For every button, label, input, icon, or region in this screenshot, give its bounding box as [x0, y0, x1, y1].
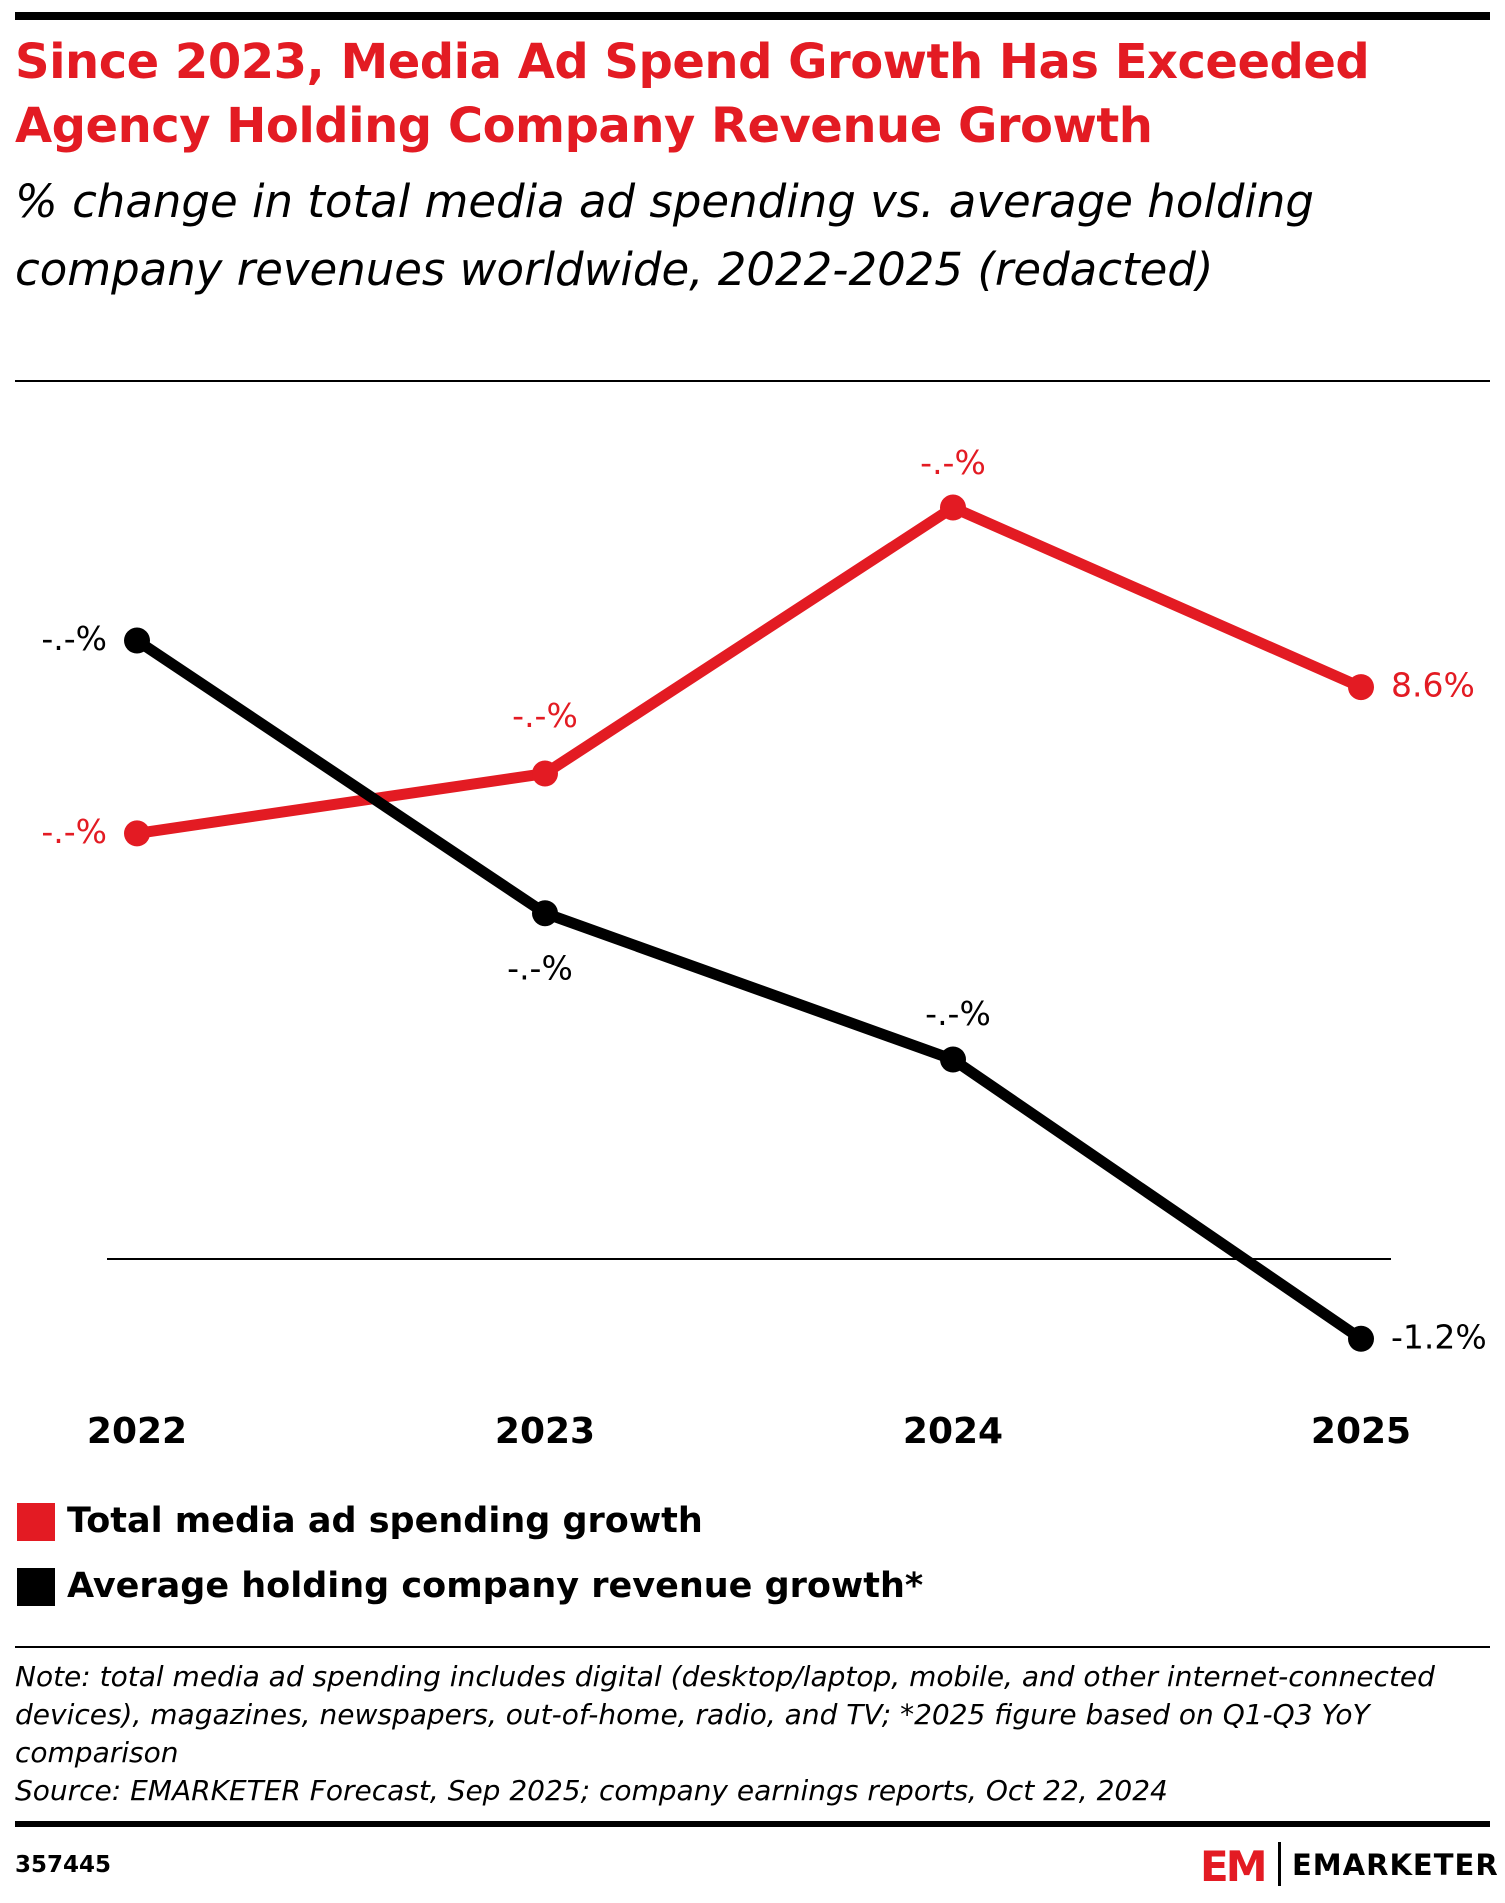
- x-tick-label: 2022: [87, 1411, 187, 1452]
- header-rule: [15, 380, 1490, 382]
- point: [940, 1046, 966, 1073]
- point: [940, 494, 966, 521]
- series-line: [136, 502, 1364, 839]
- source: Source: EMARKETER Forecast, Sep 2025; co…: [15, 1774, 1168, 1807]
- note: Note: total media ad spending includes d…: [15, 1660, 1435, 1769]
- logo-mark: EM: [1200, 1842, 1267, 1891]
- point: [124, 627, 150, 654]
- value-label: -.-%: [925, 994, 991, 1033]
- legend-label: Average holding company revenue growth*: [67, 1566, 923, 1606]
- point: [1348, 1325, 1374, 1352]
- point: [124, 820, 150, 847]
- value-label: -.-%: [41, 619, 107, 658]
- point: [532, 900, 558, 927]
- x-tick-label: 2023: [495, 1411, 595, 1452]
- value-label: -.-%: [507, 949, 573, 988]
- chart-id: 357445: [15, 1852, 112, 1878]
- value-label: -1.2%: [1391, 1317, 1487, 1356]
- title: Since 2023, Media Ad Spend Growth Has Ex…: [15, 34, 1370, 154]
- logo: EMARKETER: [1292, 1848, 1499, 1882]
- legend-swatch: [17, 1503, 55, 1541]
- x-tick-label: 2025: [1311, 1411, 1411, 1452]
- value-label: -.-%: [512, 696, 578, 735]
- x-tick-label: 2024: [903, 1411, 1003, 1452]
- subtitle: % change in total media ad spending vs. …: [15, 175, 1315, 296]
- series-line: [133, 635, 1365, 1344]
- top-rule: [15, 12, 1490, 20]
- value-label: -.-%: [41, 812, 107, 851]
- bottom-rule: [15, 1821, 1490, 1827]
- value-label: -.-%: [920, 443, 986, 482]
- logo-divider: [1278, 1842, 1281, 1886]
- legend-label: Total media ad spending growth: [67, 1501, 703, 1541]
- chart: 2022 2023 2024 2025 -.-% -.-% -.-% 8.6% Total me…: [17, 443, 1487, 1606]
- value-label: 8.6%: [1391, 666, 1475, 705]
- legend-swatch: [17, 1568, 55, 1606]
- point: [532, 760, 558, 787]
- point: [1348, 674, 1374, 701]
- footer-rule: [15, 1646, 1490, 1648]
